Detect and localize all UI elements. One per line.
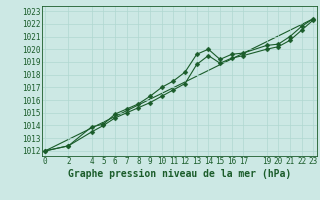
X-axis label: Graphe pression niveau de la mer (hPa): Graphe pression niveau de la mer (hPa) xyxy=(68,169,291,179)
